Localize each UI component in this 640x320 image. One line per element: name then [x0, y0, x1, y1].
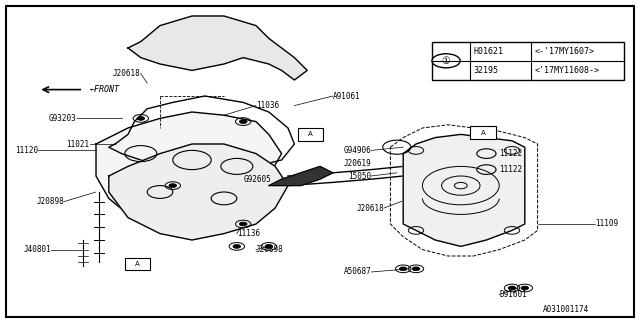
Text: G93203: G93203: [49, 114, 77, 123]
Text: J20618: J20618: [113, 69, 141, 78]
Text: G92605: G92605: [243, 175, 271, 184]
Text: 11136: 11136: [237, 229, 260, 238]
Text: A50687: A50687: [344, 268, 371, 276]
Circle shape: [169, 184, 177, 188]
Text: A: A: [481, 130, 486, 136]
Text: 32195: 32195: [474, 66, 499, 75]
Text: 15050: 15050: [348, 172, 371, 180]
Bar: [432, 42, 624, 80]
Text: <'17MY11608->: <'17MY11608->: [534, 66, 600, 75]
Text: 11120: 11120: [15, 146, 38, 155]
Polygon shape: [128, 16, 307, 80]
Text: J40801: J40801: [24, 245, 51, 254]
Text: A91061: A91061: [333, 92, 360, 100]
Circle shape: [265, 244, 273, 248]
Text: 11109: 11109: [595, 220, 618, 228]
Bar: [470, 126, 496, 139]
Text: <-'17MY1607>: <-'17MY1607>: [534, 47, 595, 56]
Circle shape: [412, 267, 420, 271]
Text: A: A: [135, 261, 140, 267]
Text: ←FRONT: ←FRONT: [90, 85, 120, 94]
Text: J20898: J20898: [256, 245, 284, 254]
Circle shape: [521, 286, 529, 290]
Circle shape: [239, 120, 247, 124]
Polygon shape: [96, 112, 282, 230]
Text: 11122: 11122: [499, 165, 522, 174]
Polygon shape: [109, 144, 288, 240]
Text: J20618: J20618: [356, 204, 384, 212]
Text: ①: ①: [442, 56, 451, 66]
Polygon shape: [403, 134, 525, 246]
Text: H01621: H01621: [474, 47, 504, 56]
Circle shape: [239, 222, 247, 226]
Text: 11021: 11021: [67, 140, 90, 148]
Bar: [298, 128, 323, 141]
Text: D91601: D91601: [499, 290, 527, 299]
Text: 11036: 11036: [256, 101, 279, 110]
Circle shape: [137, 116, 145, 120]
Circle shape: [399, 267, 407, 271]
Text: G94906: G94906: [344, 146, 371, 155]
Text: A: A: [308, 132, 313, 137]
Text: J20898: J20898: [36, 197, 64, 206]
Circle shape: [432, 54, 460, 68]
Text: 11122: 11122: [499, 149, 522, 158]
Text: J20619: J20619: [344, 159, 371, 168]
Polygon shape: [269, 166, 333, 186]
Circle shape: [508, 286, 516, 290]
Bar: [125, 258, 150, 270]
Circle shape: [233, 244, 241, 248]
Text: A031001174: A031001174: [543, 305, 589, 314]
